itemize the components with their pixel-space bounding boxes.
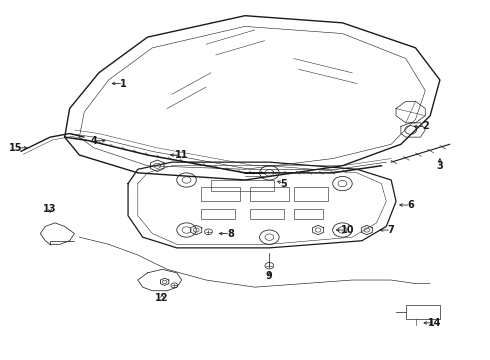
- Text: 2: 2: [422, 121, 429, 131]
- Text: 11: 11: [175, 150, 189, 160]
- Text: 10: 10: [341, 225, 354, 235]
- Bar: [294, 187, 328, 202]
- Text: 8: 8: [227, 229, 234, 239]
- Text: 15: 15: [9, 143, 23, 153]
- Text: 6: 6: [407, 200, 414, 210]
- Bar: [250, 208, 284, 219]
- Bar: [211, 180, 274, 191]
- Bar: [201, 187, 240, 202]
- Text: 3: 3: [437, 161, 443, 171]
- Bar: [406, 305, 440, 319]
- Bar: [201, 208, 235, 219]
- Text: 5: 5: [281, 179, 287, 189]
- Text: 9: 9: [266, 271, 273, 282]
- Text: 7: 7: [388, 225, 394, 235]
- Text: 4: 4: [91, 136, 98, 146]
- Text: 13: 13: [43, 203, 57, 213]
- Bar: [250, 187, 289, 202]
- Text: 1: 1: [120, 78, 126, 89]
- Bar: [294, 208, 323, 219]
- Text: 12: 12: [155, 293, 169, 303]
- Text: 14: 14: [428, 318, 442, 328]
